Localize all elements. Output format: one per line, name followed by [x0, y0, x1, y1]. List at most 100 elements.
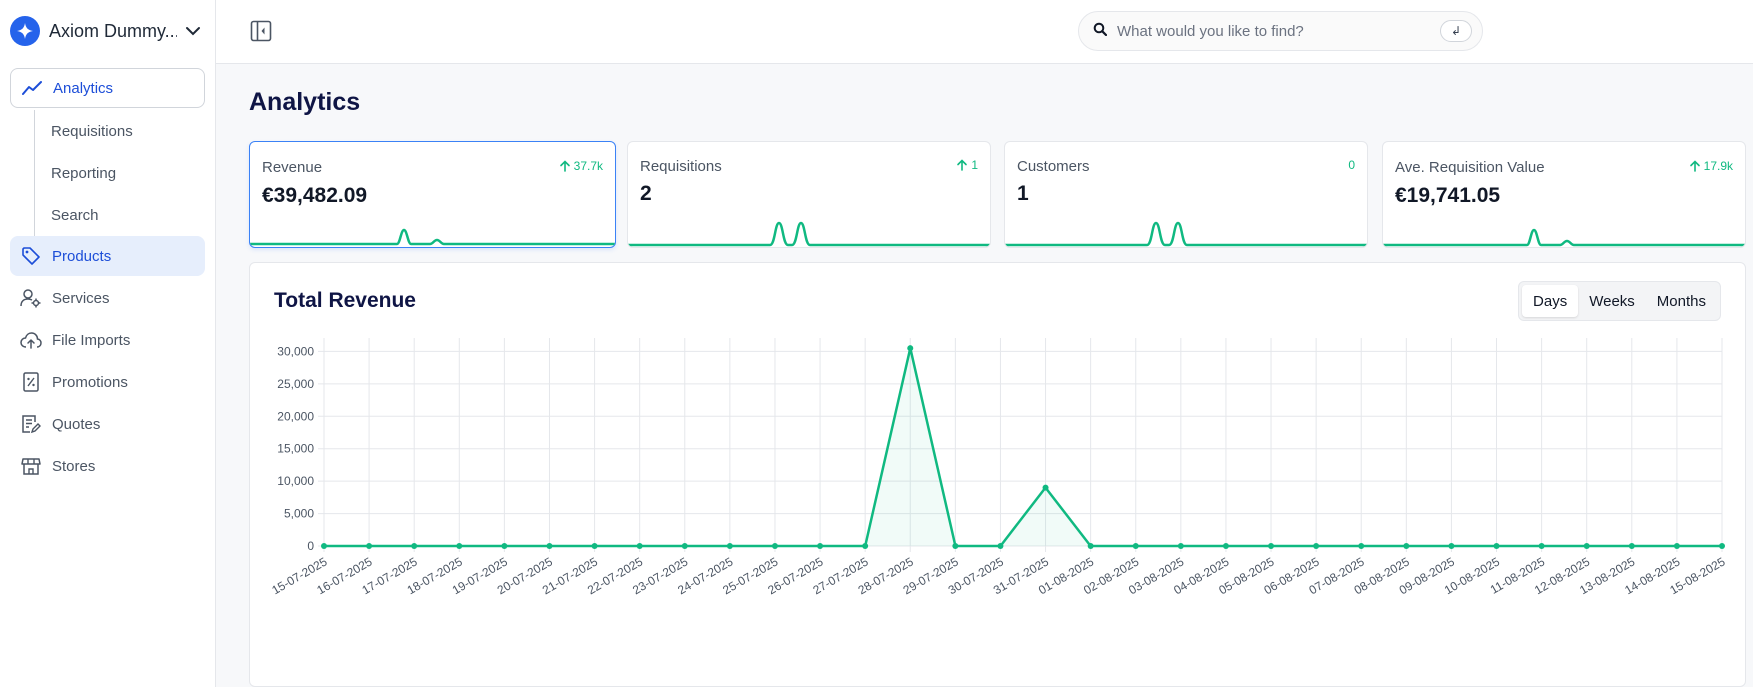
top-bar: ↲	[216, 0, 1753, 64]
y-tick-label: 5,000	[284, 507, 314, 521]
stat-delta: 17.9k	[1689, 159, 1733, 173]
sidebar: Axiom Dummy... Analytics Requisitions Re…	[0, 0, 216, 687]
sidebar-item-label: Promotions	[52, 373, 128, 391]
workspace-name: Axiom Dummy...	[49, 20, 177, 41]
sidebar-item-analytics[interactable]: Analytics	[10, 68, 205, 108]
workspace-switcher[interactable]: Axiom Dummy...	[0, 0, 215, 62]
data-point	[1177, 543, 1184, 549]
arrow-up-icon	[1689, 160, 1700, 172]
stat-card-customers[interactable]: Customers 0 1	[1004, 141, 1368, 248]
data-point	[1358, 543, 1365, 549]
cloud-upload-icon	[20, 329, 42, 351]
data-point	[997, 543, 1004, 549]
y-tick-label: 20,000	[277, 409, 314, 423]
range-months-button[interactable]: Months	[1656, 292, 1706, 310]
data-point	[1313, 543, 1320, 549]
brand-logo-icon	[10, 16, 40, 46]
stat-value: 1	[1017, 182, 1029, 205]
search-bar[interactable]: ↲	[1078, 11, 1483, 51]
stat-value: €39,482.09	[262, 184, 368, 207]
data-point	[1673, 543, 1680, 549]
stat-card-avg-requisition-value[interactable]: Ave. Requisition Value 17.9k €19,741.05	[1382, 141, 1746, 248]
data-point	[681, 543, 688, 549]
data-point	[1042, 484, 1049, 491]
stat-label: Revenue	[262, 159, 323, 176]
y-tick-label: 10,000	[277, 474, 314, 488]
sparkline	[1383, 228, 1745, 247]
data-point	[1719, 543, 1725, 549]
stat-label: Ave. Requisition Value	[1395, 159, 1545, 176]
data-point	[411, 543, 418, 549]
y-tick-label: 30,000	[277, 344, 314, 358]
data-point	[726, 543, 733, 549]
data-point	[546, 543, 553, 549]
stat-label: Customers	[1017, 158, 1090, 175]
stat-delta: 37.7k	[559, 159, 603, 173]
sidebar-item-label: Products	[52, 247, 112, 265]
series-line	[324, 346, 1722, 548]
search-input[interactable]	[1117, 22, 1440, 40]
y-tick-label: 15,000	[277, 442, 314, 456]
data-point	[1268, 543, 1275, 549]
y-tick-label: 25,000	[277, 377, 314, 391]
data-point	[591, 543, 598, 549]
stat-delta: 1	[956, 158, 978, 172]
data-point	[456, 543, 463, 549]
arrow-up-icon	[957, 159, 968, 171]
data-point	[1583, 543, 1590, 549]
data-point	[771, 543, 778, 549]
data-point	[501, 543, 508, 549]
enter-key-hint[interactable]: ↲	[1440, 20, 1472, 42]
sidebar-item-file-imports[interactable]: File Imports	[10, 320, 205, 360]
stat-delta: 0	[1348, 158, 1355, 172]
data-point	[1403, 543, 1410, 549]
sidebar-item-stores[interactable]: Stores	[10, 446, 205, 486]
panel-title: Total Revenue	[274, 289, 416, 312]
stat-label: Requisitions	[640, 158, 722, 175]
data-point	[862, 543, 869, 549]
data-point	[1448, 543, 1455, 549]
data-point	[1087, 543, 1094, 549]
trend-line-icon	[21, 77, 43, 99]
sidebar-item-promotions[interactable]: Promotions	[10, 362, 205, 402]
sidebar-item-quotes[interactable]: Quotes	[10, 404, 205, 444]
data-point	[636, 543, 643, 549]
range-days-button[interactable]: Days	[1522, 285, 1579, 317]
sparkline	[250, 228, 615, 246]
sidebar-item-services[interactable]: Services	[10, 278, 205, 318]
chevron-down-icon[interactable]	[185, 26, 201, 36]
sidebar-item-search[interactable]: Search	[51, 206, 99, 224]
data-point	[817, 543, 824, 549]
sparkline	[1005, 221, 1367, 247]
data-point	[366, 543, 373, 549]
revenue-line-chart: 05,00010,00015,00020,00025,00030,00035,0…	[269, 338, 1728, 597]
sidebar-item-products[interactable]: Products	[10, 236, 205, 276]
storefront-icon	[20, 455, 42, 477]
page-title: Analytics	[249, 88, 361, 116]
sidebar-item-requisitions[interactable]: Requisitions	[51, 122, 133, 140]
sidebar-item-label: Quotes	[52, 415, 101, 433]
sidebar-item-label: Analytics	[53, 79, 114, 97]
total-revenue-panel: Total Revenue Days Weeks Months 0 5,000 10…	[249, 262, 1746, 687]
sparkline	[628, 221, 990, 247]
data-point	[1493, 543, 1500, 549]
sidebar-item-label: Services	[52, 289, 110, 307]
user-gear-icon	[20, 287, 42, 309]
data-point	[1222, 543, 1229, 549]
sidebar-item-label: File Imports	[52, 331, 131, 349]
range-weeks-button[interactable]: Weeks	[1589, 292, 1635, 310]
sidebar-item-reporting[interactable]: Reporting	[51, 164, 117, 182]
analytics-submenu: Requisitions Reporting Search	[34, 110, 205, 236]
data-point	[1628, 543, 1635, 549]
document-edit-icon	[20, 413, 42, 435]
range-selector: Days Weeks Months	[1518, 281, 1721, 321]
data-point	[907, 345, 914, 352]
sidebar-toggle-icon[interactable]	[250, 20, 272, 42]
sidebar-item-label: Stores	[52, 457, 96, 475]
stat-card-revenue[interactable]: Revenue 37.7k €39,482.09	[249, 141, 616, 248]
data-point	[952, 543, 959, 549]
stat-card-requisitions[interactable]: Requisitions 1 2	[627, 141, 991, 248]
search-icon	[1093, 22, 1108, 41]
sidebar-nav: Analytics Requisitions Reporting Search …	[0, 62, 215, 486]
y-tick-label: 0	[307, 539, 314, 553]
